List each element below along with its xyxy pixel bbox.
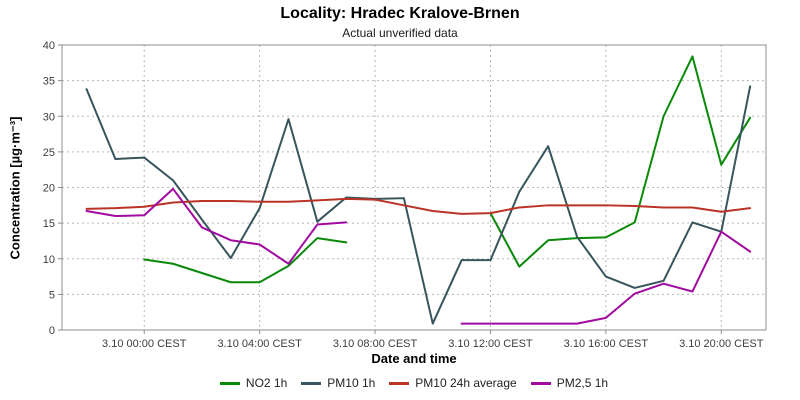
x-tick-label: 3.10 08:00 CEST <box>333 338 418 350</box>
y-tick-label: 15 <box>43 218 55 230</box>
legend-label-pm10-24h-average: PM10 24h average <box>415 376 517 390</box>
series-line-pm10-1h <box>85 85 752 325</box>
y-axis-title-wrap: Concentration [µg·m⁻³] <box>2 45 28 330</box>
y-tick-label: 0 <box>49 325 55 337</box>
chart-subtitle: Actual unverified data <box>342 26 458 40</box>
x-tick-label: 3.10 20:00 CEST <box>679 338 764 350</box>
legend-swatch-pm10-24h-average-icon <box>389 381 410 385</box>
x-tick-label: 3.10 04:00 CEST <box>217 338 302 350</box>
legend-item-no2-1h: NO2 1h <box>219 376 288 390</box>
legend-item-pm25-1h: PM2,5 1h <box>530 376 609 390</box>
legend-swatch-pm25-1h-icon <box>530 381 551 385</box>
legend-swatch-no2-1h-icon <box>219 381 240 385</box>
y-tick-label: 20 <box>43 183 55 195</box>
series-line-pm2-5-1h <box>85 187 348 265</box>
x-axis-title: Date and time <box>371 351 457 366</box>
x-tick-label: 3.10 12:00 CEST <box>448 338 533 350</box>
y-tick-label: 5 <box>49 289 55 301</box>
y-tick-label: 25 <box>43 147 55 159</box>
y-tick-label: 40 <box>43 40 55 52</box>
x-tick-label: 3.10 00:00 CEST <box>102 338 187 350</box>
legend: NO2 1h PM10 1h PM10 24h average PM2,5 1h <box>62 376 766 390</box>
series-line-no2-1h <box>489 55 752 268</box>
legend-item-pm10-1h: PM10 1h <box>301 376 375 390</box>
legend-swatch-pm10-1h-icon <box>301 381 322 385</box>
y-tick-label: 10 <box>43 254 55 266</box>
chart-title: Locality: Hradec Kralove-Brnen <box>280 5 520 22</box>
legend-label-pm10-1h: PM10 1h <box>327 376 376 390</box>
series-line-pm2-5-1h <box>460 230 752 325</box>
x-tick-label: 3.10 16:00 CEST <box>564 338 649 350</box>
y-tick-label: 30 <box>43 111 55 123</box>
y-tick-label: 35 <box>43 76 55 88</box>
legend-label-no2-1h: NO2 1h <box>245 376 288 390</box>
legend-item-pm10-24h-average: PM10 24h average <box>389 376 517 390</box>
series-line-pm10-24h-average <box>85 197 752 215</box>
legend-label-pm25-1h: PM2,5 1h <box>556 376 609 390</box>
series-line-no2-1h <box>143 237 348 284</box>
y-axis-title: Concentration [µg·m⁻³] <box>7 116 22 259</box>
